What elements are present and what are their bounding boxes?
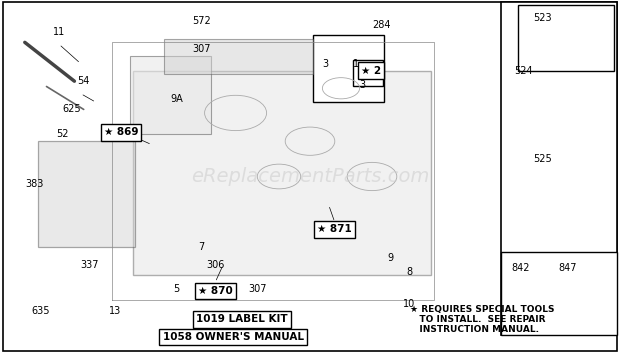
- Text: 847: 847: [558, 263, 577, 273]
- Text: 306: 306: [206, 260, 225, 270]
- Bar: [164, 39, 313, 74]
- Bar: [133, 71, 431, 275]
- Text: ★ 2: ★ 2: [361, 66, 381, 76]
- Text: 525: 525: [533, 154, 552, 164]
- Text: 1058 OWNER'S MANUAL: 1058 OWNER'S MANUAL: [162, 332, 304, 342]
- Text: 625: 625: [62, 104, 81, 114]
- Text: 1019 LABEL KIT: 1019 LABEL KIT: [196, 315, 288, 324]
- Text: 842: 842: [512, 263, 530, 273]
- Text: 54: 54: [78, 76, 90, 86]
- Text: 337: 337: [81, 260, 99, 270]
- Text: ★ REQUIRES SPECIAL TOOLS
   TO INSTALL.  SEE REPAIR
   INSTRUCTION MANUAL.: ★ REQUIRES SPECIAL TOOLS TO INSTALL. SEE…: [410, 305, 555, 334]
- Text: 383: 383: [25, 179, 43, 189]
- Text: ★ 871: ★ 871: [317, 225, 352, 234]
- Bar: [518, 5, 614, 71]
- Text: 10: 10: [403, 299, 415, 309]
- Text: 9A: 9A: [170, 94, 183, 104]
- Text: 13: 13: [108, 306, 121, 316]
- Bar: [313, 35, 384, 102]
- Bar: [501, 2, 617, 335]
- Bar: [38, 141, 135, 247]
- Text: ★ 869: ★ 869: [104, 127, 138, 137]
- Text: 284: 284: [372, 20, 391, 30]
- Text: 5: 5: [174, 285, 180, 294]
- Text: 11: 11: [53, 27, 65, 37]
- Text: 8: 8: [406, 267, 412, 277]
- Text: 307: 307: [248, 285, 267, 294]
- Bar: [353, 60, 383, 86]
- Text: 3: 3: [360, 80, 366, 90]
- Text: 3: 3: [322, 59, 329, 68]
- Text: 1: 1: [353, 59, 360, 68]
- Bar: [130, 56, 211, 134]
- Text: 52: 52: [56, 129, 68, 139]
- Text: 523: 523: [533, 13, 552, 23]
- Text: 524: 524: [515, 66, 533, 76]
- Text: eReplacementParts.com: eReplacementParts.com: [191, 167, 429, 186]
- Text: 307: 307: [192, 44, 211, 54]
- Text: ★ 870: ★ 870: [198, 286, 232, 296]
- Bar: [501, 252, 617, 335]
- Text: 9: 9: [388, 253, 394, 263]
- Text: 7: 7: [198, 242, 205, 252]
- Text: 572: 572: [192, 16, 211, 26]
- Text: 635: 635: [31, 306, 50, 316]
